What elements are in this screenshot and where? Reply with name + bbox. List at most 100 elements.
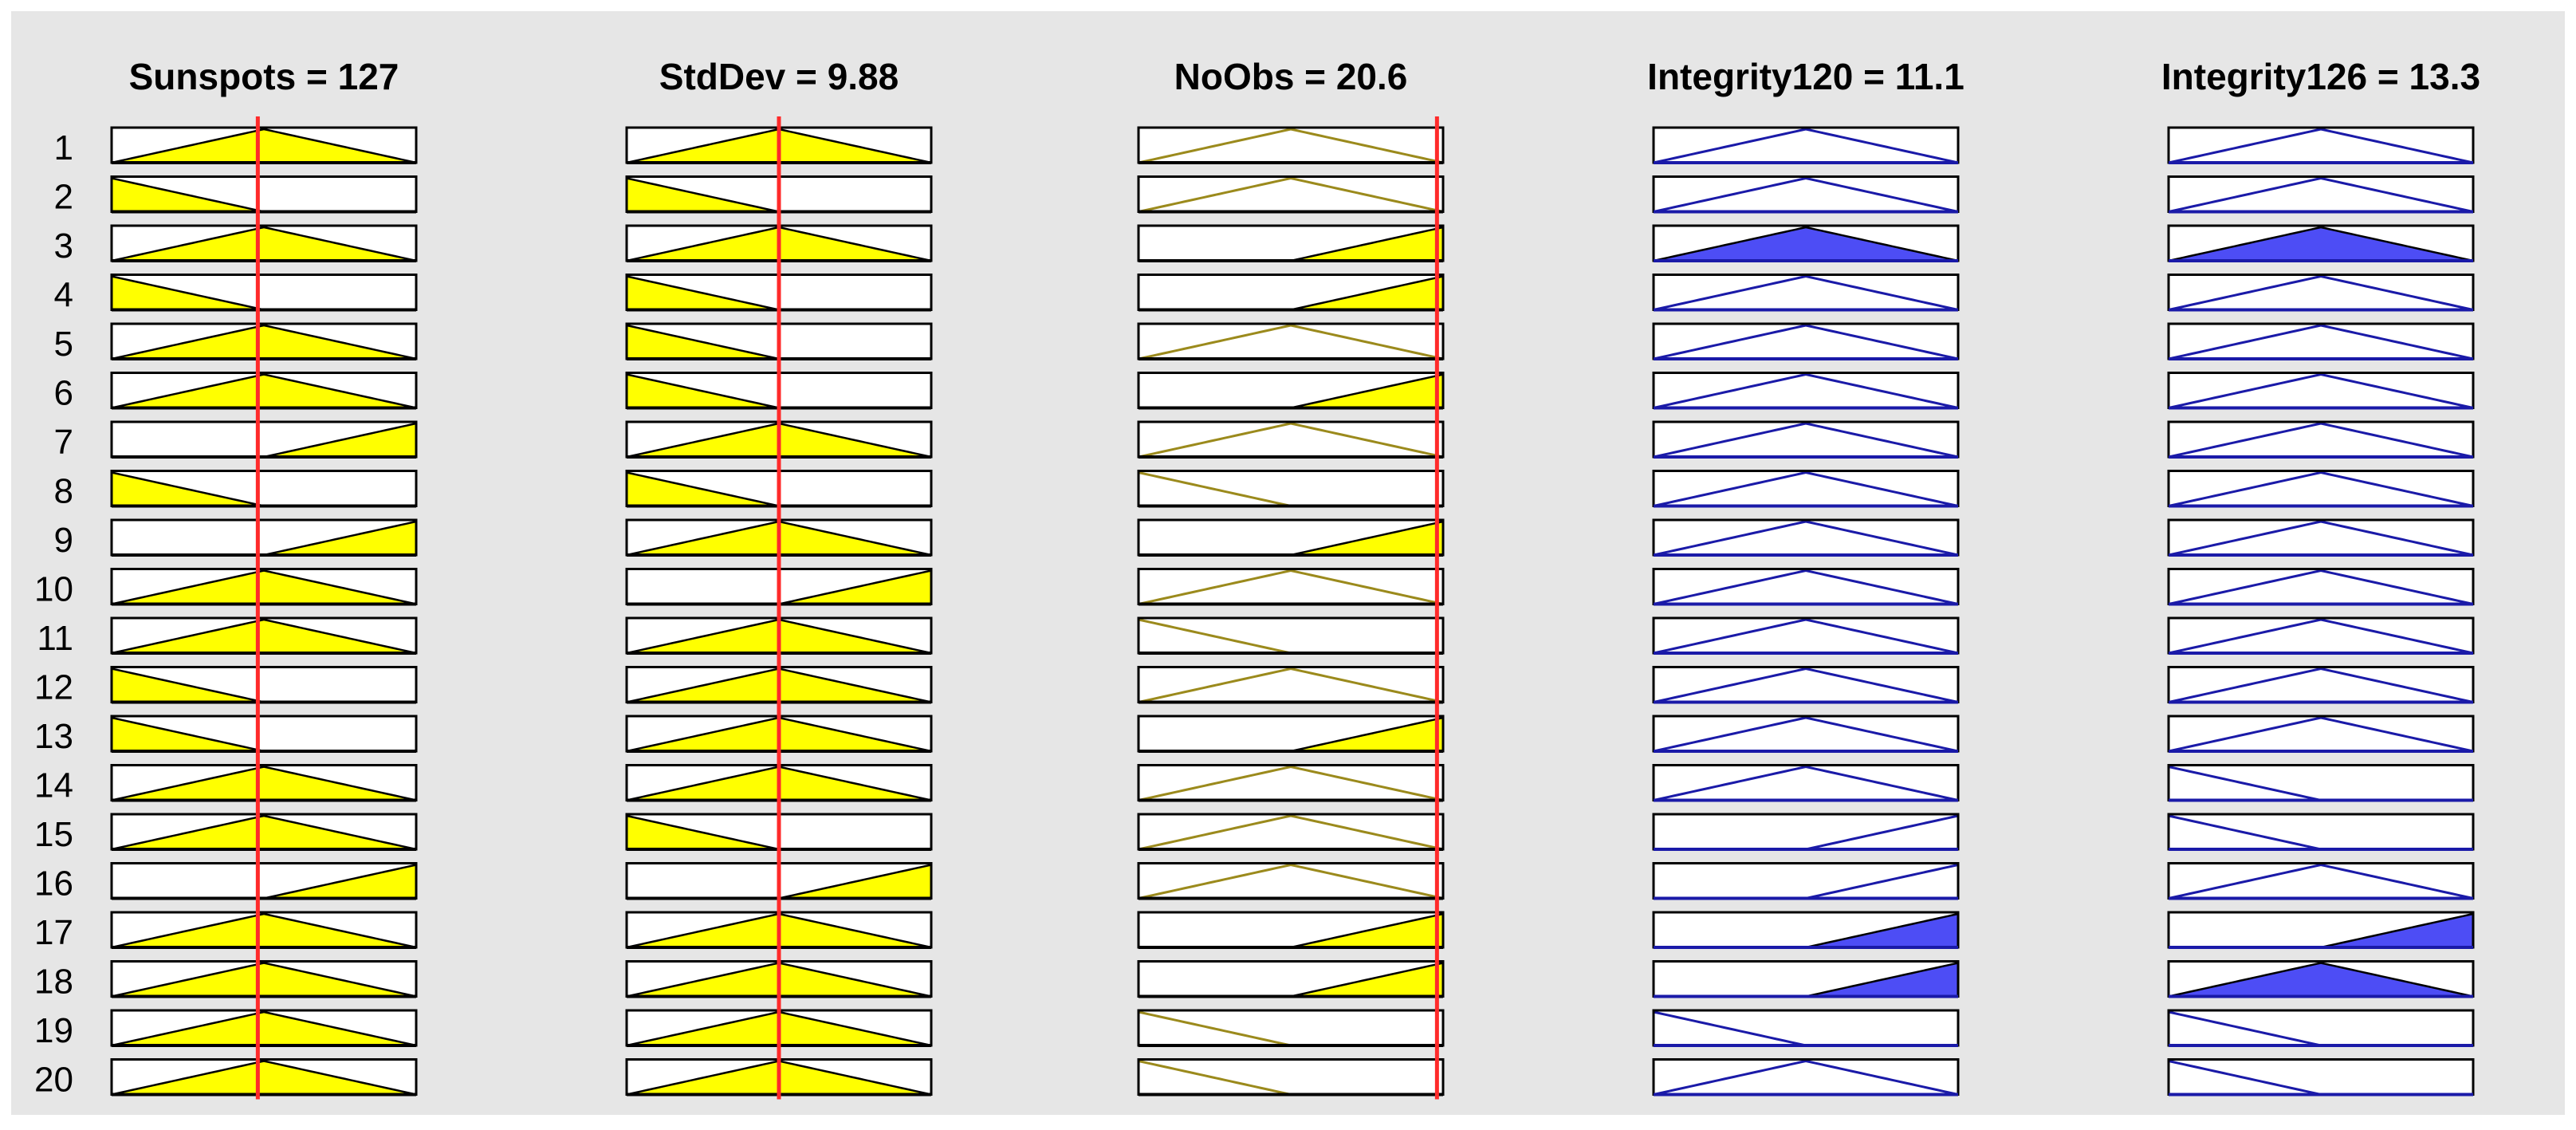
rule-box [1654, 716, 1958, 751]
rule-box [2169, 372, 2473, 408]
rule-cell [2167, 862, 2475, 900]
rule-box [1654, 1010, 1958, 1045]
membership-area [1139, 963, 1443, 997]
membership-curve [2168, 618, 2474, 655]
membership-curve [111, 1010, 417, 1047]
column-sunspots: Sunspots = 127 [110, 56, 418, 1100]
rule-number: 15 [34, 815, 73, 854]
rule-cell [1137, 960, 1445, 998]
rule-number: 5 [54, 325, 73, 364]
membership-area [112, 178, 416, 212]
membership-area [112, 914, 416, 947]
rule-cell [110, 568, 418, 606]
membership-curve [111, 569, 417, 605]
rule-cell [1137, 764, 1445, 802]
rule-cell [1137, 470, 1445, 508]
rule-box [1654, 128, 1958, 163]
membership-area [112, 129, 416, 163]
rule-cell [1652, 715, 1960, 753]
membership-curve [2168, 569, 2474, 605]
membership-area [112, 423, 416, 457]
membership-curve [2168, 422, 2474, 459]
rule-box [1139, 1010, 1443, 1045]
rule-cell [110, 126, 418, 164]
membership-area [112, 766, 416, 801]
rule-cell [2167, 175, 2475, 214]
membership-area [1139, 374, 1443, 408]
rule-cell [1137, 372, 1445, 410]
rule-cell [2167, 715, 2475, 753]
membership-area [112, 472, 416, 506]
rule-cell [1652, 322, 1960, 360]
membership-area [1654, 227, 1958, 261]
membership-curve [1653, 471, 1959, 507]
column-stddev: StdDev = 9.88 [625, 56, 933, 1100]
rule-cell [1137, 518, 1445, 557]
membership-curve [2168, 372, 2474, 409]
membership-curve [1653, 128, 1959, 164]
membership-curve [111, 324, 417, 360]
rule-cell [2167, 470, 2475, 508]
membership-curve [1138, 422, 1444, 459]
column-integrity120: Integrity120 = 11.1 [1647, 56, 1964, 1097]
rule-cell [1137, 715, 1445, 753]
membership-area [1654, 914, 1958, 947]
column-noobs: NoObs = 20.6 [1137, 56, 1445, 1100]
rule-number: 9 [54, 521, 73, 560]
membership-area [112, 374, 416, 408]
rule-cell [1137, 568, 1445, 606]
membership-curve [2168, 128, 2474, 164]
rule-box [2169, 176, 2473, 212]
membership-area [2169, 227, 2473, 261]
rule-cell [1137, 1058, 1445, 1097]
rule-cell [110, 666, 418, 704]
rule-box [1654, 1059, 1958, 1095]
rule-cell [1652, 126, 1960, 164]
membership-area [112, 816, 416, 849]
column-title: NoObs = 20.6 [1174, 56, 1408, 97]
membership-area [112, 1061, 416, 1095]
column-title: Sunspots = 127 [129, 56, 399, 97]
membership-curve [2168, 324, 2474, 360]
membership-area [627, 276, 931, 310]
membership-curve [111, 373, 417, 409]
rule-box [1654, 324, 1958, 359]
rule-number: 7 [54, 423, 73, 462]
rule-cell [1137, 911, 1445, 949]
membership-curve [1138, 814, 1444, 851]
rule-box [1139, 324, 1443, 359]
rule-cell [2167, 666, 2475, 704]
membership-area [1139, 914, 1443, 947]
rule-box [2169, 471, 2473, 506]
membership-area [1654, 963, 1958, 997]
rule-box [1654, 520, 1958, 555]
rule-cell [2167, 420, 2475, 459]
rule-box [1139, 814, 1443, 849]
rule-cell [110, 764, 418, 802]
rule-cell [2167, 764, 2475, 802]
rule-cell [1137, 420, 1445, 459]
rule-number: 12 [34, 668, 73, 707]
rule-box [2169, 863, 2473, 899]
rule-cell [2167, 126, 2475, 164]
rule-cell [110, 616, 418, 655]
rule-cell [110, 470, 418, 508]
membership-area [112, 864, 416, 899]
membership-curve [111, 128, 417, 164]
rule-cell [2167, 224, 2475, 262]
rule-cell [1137, 666, 1445, 704]
membership-curve [1138, 569, 1444, 605]
rule-number: 4 [54, 276, 73, 315]
rule-number: 20 [34, 1061, 73, 1100]
rule-box [1654, 471, 1958, 506]
rule-cell [2167, 1058, 2475, 1097]
rule-box [1139, 667, 1443, 703]
rule-cell [1652, 274, 1960, 312]
rule-box [2169, 422, 2473, 457]
rule-box [1139, 569, 1443, 604]
membership-curve [1653, 765, 1959, 801]
rule-number: 11 [37, 619, 73, 658]
rule-cell [1652, 813, 1960, 851]
membership-area [1139, 276, 1443, 310]
